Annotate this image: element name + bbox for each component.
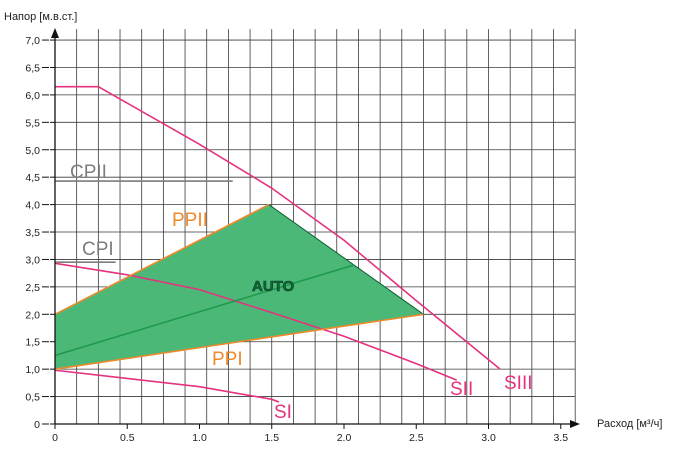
y-tick-label: 0,5 xyxy=(25,392,40,404)
y-tick-label: 5,0 xyxy=(25,145,40,157)
s1-label: SI xyxy=(274,402,292,423)
x-tick-label: 2.0 xyxy=(337,432,352,444)
pp1-label: PPI xyxy=(212,349,243,370)
x-axis-arrow xyxy=(570,420,580,428)
series-line-auto xyxy=(54,264,355,357)
axes xyxy=(51,28,580,428)
x-tick-label: 2.5 xyxy=(409,432,424,444)
s3-label: SIII xyxy=(504,373,533,394)
auto-region-area xyxy=(54,204,425,370)
y-axis-title: Напор [м.в.ст.] xyxy=(4,11,77,23)
x-tick-label: 0 xyxy=(52,432,58,444)
series-layer xyxy=(54,85,501,403)
y-axis-arrow xyxy=(51,28,59,38)
y-tick-label: 0 xyxy=(34,419,40,431)
series-line-si xyxy=(54,369,280,403)
y-tick-label: 3,5 xyxy=(25,227,40,239)
tick-labels: 0 0,5 1,0 1,5 2,0 2,5 3,0 3,5 4,0 4,5 5,0 5,5 6,0 6,5… xyxy=(25,35,568,444)
y-tick-label: 1,5 xyxy=(25,337,40,349)
x-tick-label: 0.5 xyxy=(120,432,135,444)
series-line-ppii xyxy=(54,203,270,316)
y-tick-label: 4,0 xyxy=(25,200,40,212)
series-line-siii xyxy=(55,85,501,370)
cp1-label: CPI xyxy=(82,239,114,260)
y-tick-label: 6,5 xyxy=(25,62,40,74)
x-axis-title: Расход [м³/ч] xyxy=(597,418,662,430)
pp2-label: PPII xyxy=(172,210,208,231)
auto-label: AUTO xyxy=(252,278,295,295)
y-tick-label: 4,5 xyxy=(25,172,40,184)
y-tick-label: 5,5 xyxy=(25,117,40,129)
grid xyxy=(54,29,576,425)
cp2-label: CPII xyxy=(70,162,107,183)
x-tick-label: 1.5 xyxy=(264,432,279,444)
x-tick-label: 1.0 xyxy=(192,432,207,444)
y-tick-label: 2,0 xyxy=(25,309,40,321)
x-tick-label: 3.0 xyxy=(481,432,496,444)
y-tick-label: 7,0 xyxy=(25,35,40,47)
x-tick-label: 3.5 xyxy=(553,432,568,444)
series-line-ppi xyxy=(54,313,424,370)
s2-label: SII xyxy=(450,379,473,400)
y-tick-label: 6,0 xyxy=(25,90,40,102)
y-tick-label: 2,5 xyxy=(25,282,40,294)
y-tick-label: 3,0 xyxy=(25,254,40,266)
series-line-sii xyxy=(54,262,458,381)
y-tick-label: 1,0 xyxy=(25,364,40,376)
